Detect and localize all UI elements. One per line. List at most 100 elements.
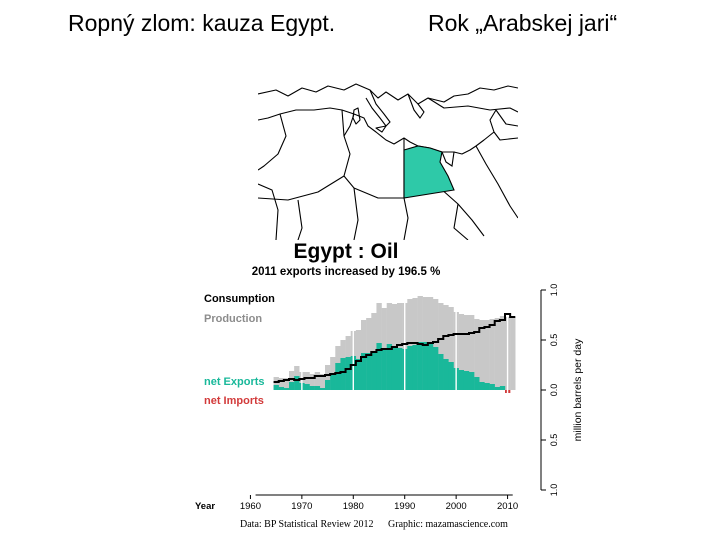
consumption-line [273, 313, 516, 383]
slide-title: Ropný zlom: kauza Egypt. Rok „Arabskej j… [0, 10, 720, 44]
net-export-bar [494, 387, 501, 390]
algeria-libya-border [341, 109, 355, 189]
production-bar [443, 305, 449, 390]
net-export-bar [474, 377, 480, 390]
production-bar [407, 299, 413, 390]
iraq-border [495, 109, 518, 127]
y-tick-label: 0.5 [549, 334, 559, 347]
production-bar [458, 314, 465, 390]
net-export-bar [283, 388, 290, 390]
greece-outline [407, 93, 425, 119]
production-bar [325, 365, 331, 390]
net-export-bar [463, 371, 470, 390]
net-export-bar [361, 353, 367, 390]
legend-entry: Production [204, 313, 262, 325]
legend-entry: net Exports [204, 376, 265, 388]
africa-coastline [258, 107, 495, 155]
north-africa-map [258, 83, 518, 240]
production-bar [433, 299, 439, 390]
italy-outline [365, 89, 391, 127]
net-export-bar [443, 359, 449, 390]
net-export-bar [335, 363, 341, 390]
y-tick-label: 0.0 [549, 384, 559, 397]
net-export-bar [479, 382, 485, 390]
tunisia-border [343, 113, 355, 137]
production-bar [484, 320, 490, 390]
production-bar [448, 307, 454, 390]
production-bar [489, 319, 495, 390]
production-bar [494, 318, 501, 390]
legend-entry: Consumption [204, 293, 275, 305]
chart-subtitle: 2011 exports increased by 196.5 % [251, 266, 441, 278]
production-bar [314, 372, 321, 390]
net-export-bar [371, 351, 377, 390]
levant-outline [489, 109, 497, 133]
morocco-algeria-border [258, 113, 287, 171]
y-tick-label: 1.0 [549, 484, 559, 497]
slide-title-right: Rok „Arabskej jari“ [428, 10, 618, 36]
x-tick-label: 1960 [240, 501, 261, 512]
libya-chad-border [353, 187, 404, 199]
net-export-bar [397, 348, 403, 390]
red-sea-coast [439, 187, 485, 237]
y-tick-label: 0.5 [549, 434, 559, 447]
net-export-bar [273, 385, 279, 390]
net-export-bar [391, 347, 398, 390]
net-export-bar [381, 349, 387, 390]
y-axis-label: million barrels per day [572, 338, 584, 441]
net-export-bar [366, 353, 372, 390]
sudan-ethiopia-border [453, 203, 469, 240]
net-export-bar [448, 362, 454, 390]
production-bar [304, 372, 310, 390]
x-tick-label: 1970 [291, 501, 312, 512]
x-tick-label: 2010 [497, 501, 518, 512]
x-tick-label: 2000 [446, 501, 467, 512]
net-export-bar [309, 386, 315, 390]
x-tick-label: 1980 [343, 501, 364, 512]
europe-coastline [258, 83, 518, 105]
arabia-outline [493, 131, 518, 141]
net-export-bar [319, 388, 326, 390]
chart-title: Egypt : Oil [293, 240, 399, 263]
net-export-bar [294, 376, 300, 390]
sicily-outline [375, 125, 387, 133]
production-bar [463, 315, 470, 390]
production-bar [499, 316, 506, 390]
net-export-bar [376, 343, 382, 390]
y-tick-label: 1.0 [549, 284, 559, 297]
net-export-bar [386, 344, 393, 390]
net-export-bar [458, 370, 465, 390]
net-export-bar [422, 342, 429, 390]
arabia-west-coast [475, 145, 518, 219]
net-export-bar [489, 384, 495, 390]
mali-niger-border [258, 175, 345, 201]
net-export-bar [304, 384, 310, 390]
mali-border [297, 199, 303, 240]
net-export-bar [433, 347, 439, 390]
sinai-outline [441, 151, 455, 167]
production-bar [510, 317, 516, 390]
net-export-bar [355, 359, 362, 390]
production-bar [438, 303, 444, 390]
production-bar [283, 378, 290, 390]
production-bar [397, 303, 403, 390]
credit-graphic: Graphic: mazamascience.com [388, 519, 508, 530]
net-export-bar [417, 342, 423, 390]
niger-chad-border [353, 187, 359, 240]
production-bar [469, 315, 475, 390]
slide-title-left: Ropný zlom: kauza Egypt. [68, 10, 336, 36]
net-export-bar [278, 387, 285, 390]
net-export-bar [325, 380, 331, 390]
net-export-bar [330, 373, 336, 390]
production-bar [273, 377, 279, 390]
credit-data: Data: BP Statistical Review 2012 [240, 519, 374, 530]
x-tick-label: 1990 [394, 501, 415, 512]
net-export-bar [289, 382, 295, 390]
production-bar [319, 374, 326, 390]
x-axis-label: Year [195, 501, 215, 512]
net-export-bar [345, 357, 351, 390]
turkey-outline [427, 97, 518, 113]
net-export-bar [438, 354, 444, 390]
production-bar [278, 378, 285, 390]
egypt-highlight [403, 145, 455, 199]
